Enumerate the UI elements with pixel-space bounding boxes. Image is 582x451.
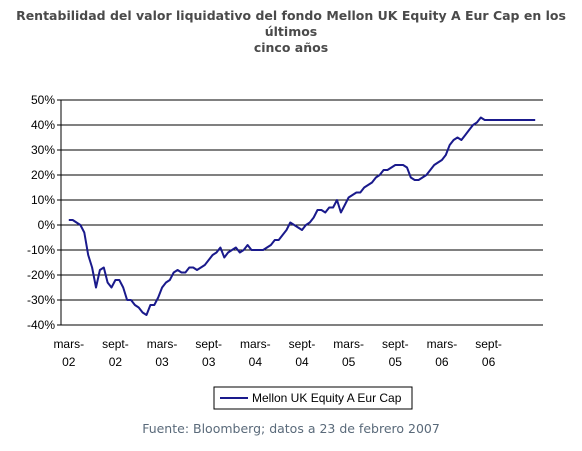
- x-tick-label: mars-: [147, 337, 178, 351]
- chart-title-line-1: Rentabilidad del valor liquidativo del f…: [16, 8, 566, 39]
- x-tick-label: mars-: [333, 337, 364, 351]
- x-tick-label: mars-: [427, 337, 458, 351]
- x-tick-label: sept-: [475, 337, 502, 351]
- y-tick-label: 0%: [38, 218, 56, 232]
- x-tick-label: sept-: [382, 337, 409, 351]
- chart-title-line-2: cinco años: [253, 40, 329, 55]
- y-tick-label: -40%: [27, 318, 55, 332]
- y-tick-label: -10%: [27, 243, 55, 257]
- x-tick-label: mars-: [53, 337, 84, 351]
- x-tick-label: 05: [342, 355, 356, 369]
- x-tick-label: 04: [295, 355, 309, 369]
- series-line: [68, 116, 536, 316]
- y-tick-label: -30%: [27, 293, 55, 307]
- source-note: Fuente: Bloomberg; datos a 23 de febrero…: [142, 421, 440, 436]
- x-tick-label: 02: [62, 355, 76, 369]
- x-tick-label: 05: [389, 355, 403, 369]
- x-tick-label: mars-: [240, 337, 271, 351]
- legend-label: Mellon UK Equity A Eur Cap: [252, 391, 402, 405]
- y-tick-label: 20%: [31, 168, 55, 182]
- y-tick-label: -20%: [27, 268, 55, 282]
- x-tick-label: 04: [249, 355, 263, 369]
- x-tick-label: 06: [435, 355, 449, 369]
- y-tick-label: 30%: [31, 143, 55, 157]
- y-tick-label: 10%: [31, 193, 55, 207]
- y-tick-label: 50%: [31, 93, 55, 107]
- x-tick-label: 03: [202, 355, 216, 369]
- x-tick-label: 02: [109, 355, 123, 369]
- y-tick-label: 40%: [31, 118, 55, 132]
- x-tick-label: sept-: [102, 337, 129, 351]
- x-tick-label: 06: [482, 355, 496, 369]
- chart-title: Rentabilidad del valor liquidativo del f…: [0, 8, 582, 56]
- x-tick-label: 03: [155, 355, 169, 369]
- x-tick-label: sept-: [289, 337, 316, 351]
- legend-box: [213, 386, 413, 410]
- x-tick-label: sept-: [195, 337, 222, 351]
